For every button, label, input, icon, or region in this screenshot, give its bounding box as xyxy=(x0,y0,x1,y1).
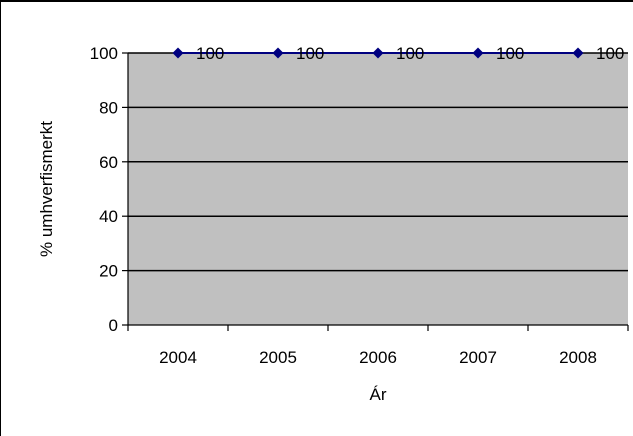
y-axis-label: % umhverfismerkt xyxy=(37,121,56,257)
plot-background xyxy=(128,53,628,325)
y-tick-label: 0 xyxy=(109,316,118,335)
y-tick-label: 80 xyxy=(99,98,118,117)
x-tick-label: 2007 xyxy=(459,348,497,367)
plot-area xyxy=(128,52,628,325)
x-axis-label: Ár xyxy=(370,385,387,404)
data-point-marker xyxy=(572,47,584,59)
data-label: 100 xyxy=(296,44,324,63)
y-tick-label: 60 xyxy=(99,153,118,172)
x-tick-label: 2006 xyxy=(359,348,397,367)
data-label: 100 xyxy=(596,44,624,63)
y-tick-label: 40 xyxy=(99,207,118,226)
y-tick-label: 100 xyxy=(90,44,118,63)
x-tick-label: 2008 xyxy=(559,348,597,367)
series-group: 100 100 100 100 100 xyxy=(172,44,624,63)
x-axis-ticks: 2004 2005 2006 2007 2008 xyxy=(127,324,629,367)
data-point-marker xyxy=(472,47,484,59)
y-tick-label: 20 xyxy=(99,262,118,281)
data-label: 100 xyxy=(196,44,224,63)
data-point-marker xyxy=(372,47,384,59)
data-label: 100 xyxy=(496,44,524,63)
data-point-marker xyxy=(272,47,284,59)
x-tick-label: 2005 xyxy=(259,348,297,367)
data-label: 100 xyxy=(396,44,424,63)
y-axis-ticks: 0 20 40 60 80 100 xyxy=(90,44,129,335)
data-point-marker xyxy=(172,47,184,59)
x-tick-label: 2004 xyxy=(159,348,197,367)
